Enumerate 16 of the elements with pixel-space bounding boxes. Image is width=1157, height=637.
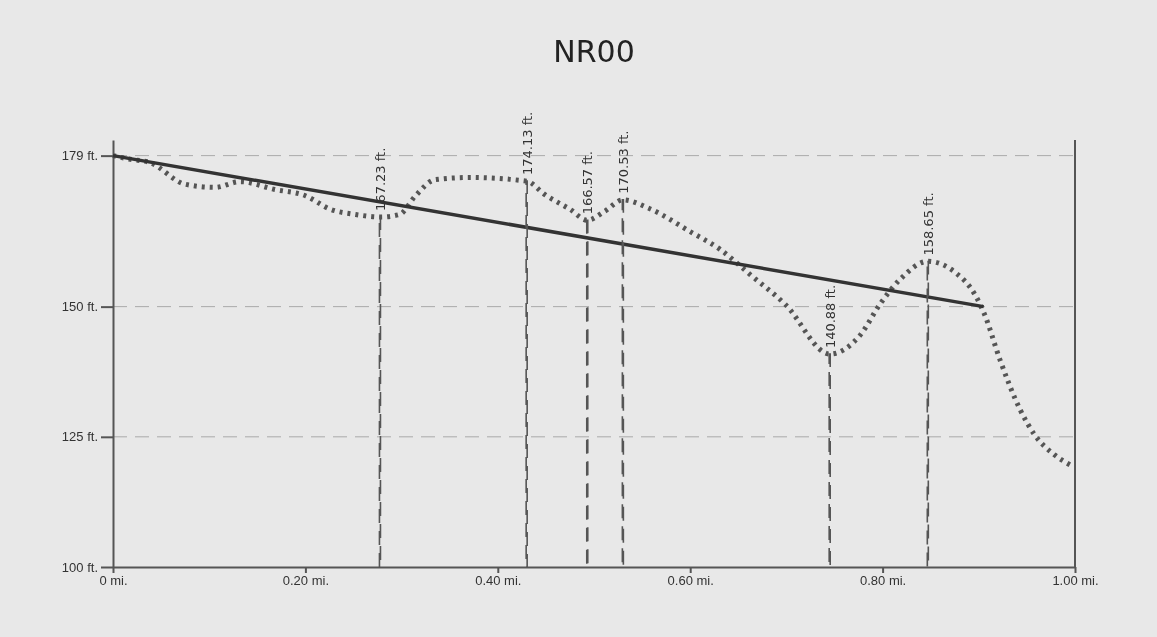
x-tick-label: 0 mi. bbox=[99, 573, 128, 589]
y-tick-label: 179 ft. bbox=[61, 148, 98, 164]
x-tick-label: 0.60 mi. bbox=[667, 573, 714, 589]
chart-title: NR00 bbox=[553, 34, 635, 69]
data-label: 158.65 ft. bbox=[920, 192, 936, 256]
data-label: 140.88 ft. bbox=[822, 284, 838, 349]
y-tick-label: 150 ft. bbox=[61, 299, 98, 315]
data-label: 174.13 ft. bbox=[519, 111, 535, 175]
x-tick-label: 1.00 mi. bbox=[1052, 573, 1099, 589]
x-tick-label: 0.80 mi. bbox=[859, 573, 907, 589]
data-label: 166.57 ft. bbox=[580, 151, 596, 215]
x-tick-label: 0.40 mi. bbox=[475, 573, 522, 589]
y-tick-label: 100 ft. bbox=[61, 559, 98, 575]
x-tick-label: 0.20 mi. bbox=[282, 573, 330, 589]
data-label: 170.53 ft. bbox=[615, 130, 631, 194]
y-tick-label: 125 ft. bbox=[61, 429, 98, 445]
